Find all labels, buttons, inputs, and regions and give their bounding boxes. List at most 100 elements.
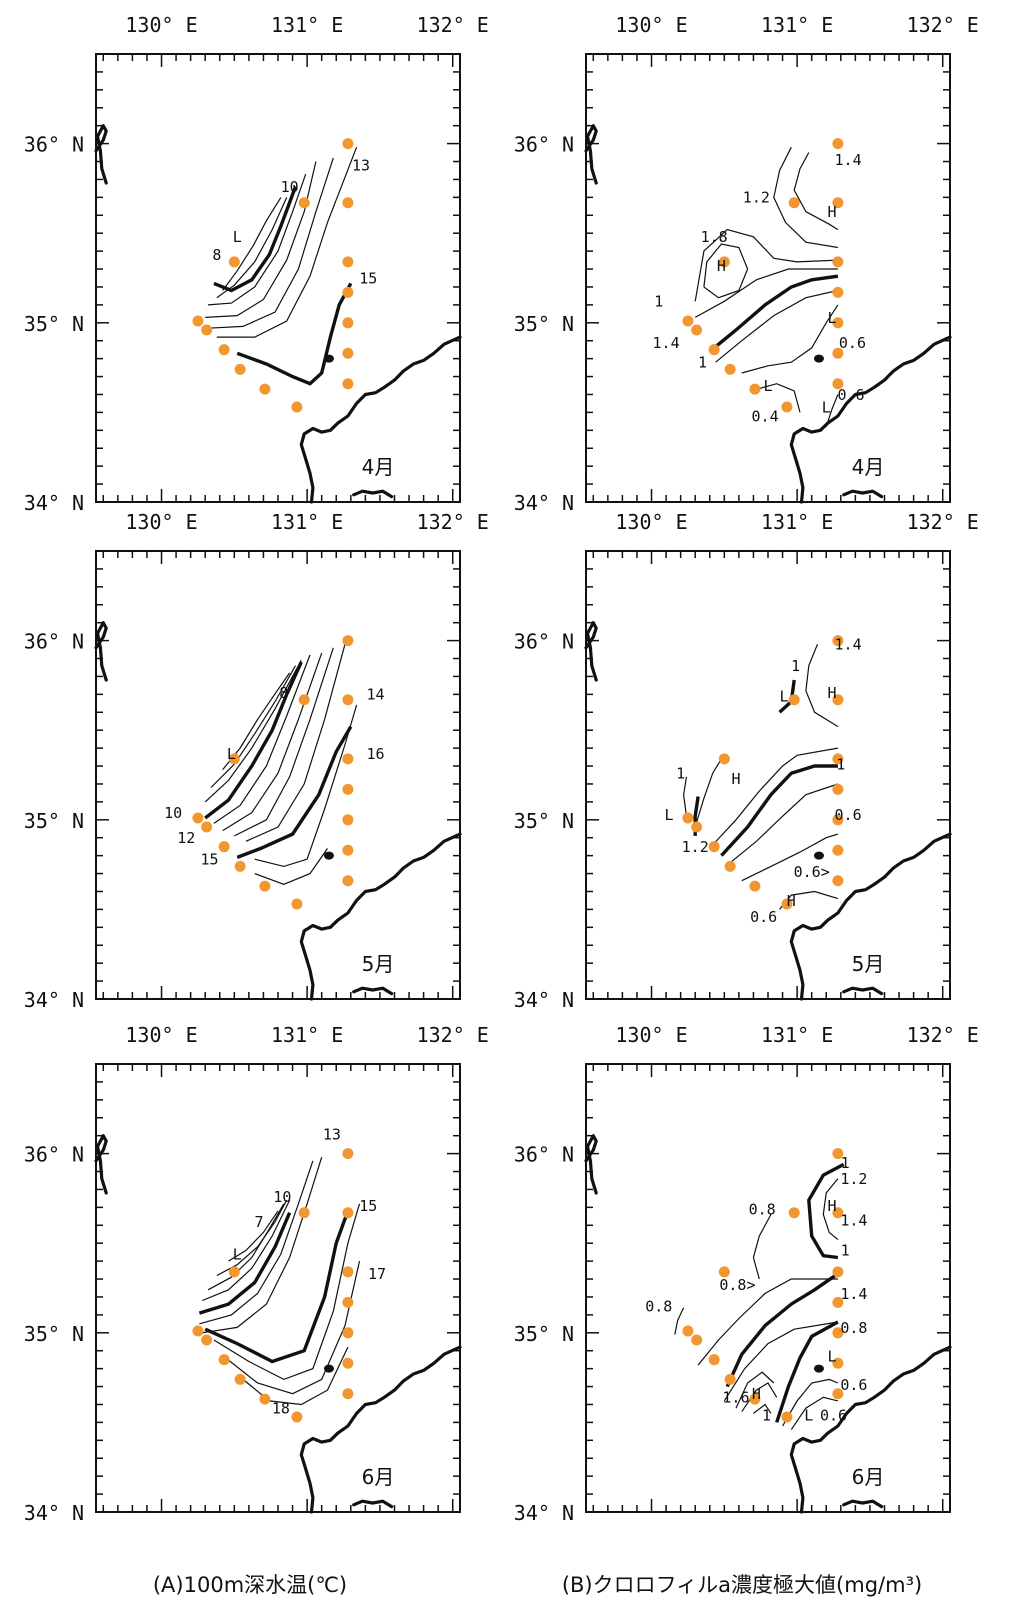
station-dot (781, 1411, 793, 1423)
station-dot (291, 401, 303, 413)
contour-label: 1.6 (722, 1389, 749, 1407)
caption-A: (A)100m深水温(℃) (153, 1573, 347, 1597)
contour-label: 8 (279, 684, 288, 702)
station-dot (342, 814, 354, 826)
lon-label: 131° E (761, 1023, 833, 1047)
lat-label: 36° N (514, 630, 574, 654)
station-dot (259, 880, 271, 892)
lat-label: 36° N (24, 1143, 84, 1167)
contour-label: 17 (368, 1265, 386, 1283)
map-panel-B-6: 11.20.8 H1.410.8> 1.40.80.8L0.61.6 H1 L 0.66月… (514, 1023, 979, 1525)
isoline (703, 243, 749, 299)
contour-label: 1.2 (840, 1170, 867, 1188)
month-label: 6月 (852, 1465, 885, 1489)
isoline (735, 1371, 775, 1409)
station-dot (298, 694, 310, 706)
station-dot (788, 694, 800, 706)
isoline (204, 661, 303, 820)
station-dot (832, 1388, 844, 1400)
isoline (741, 1382, 778, 1412)
isoline (208, 157, 334, 329)
lat-label: 36° N (24, 630, 84, 654)
contour-label: 0.8 (749, 1201, 776, 1219)
lon-label: 130° E (125, 510, 197, 534)
station-dot (708, 1354, 720, 1366)
station-dot (259, 1393, 271, 1405)
isoline (773, 146, 838, 249)
contour-label: 15 (359, 1197, 377, 1215)
month-label: 4月 (362, 455, 395, 479)
station-dot (718, 256, 730, 268)
contour-label: 1.4 (653, 334, 680, 352)
lon-label: 130° E (615, 13, 687, 37)
contour-label: 0.6 (820, 1407, 847, 1425)
station-dot (342, 1357, 354, 1369)
station-dot (228, 753, 240, 765)
contour-label: 1 (791, 657, 800, 675)
station-dot (832, 783, 844, 795)
isoline (674, 1307, 685, 1335)
station-dot (234, 1373, 246, 1385)
station-dot (342, 694, 354, 706)
station-dot (342, 347, 354, 359)
contour-label: 1.4 (840, 1211, 867, 1229)
contour-label: 0.6> (794, 863, 830, 881)
month-label: 4月 (852, 455, 885, 479)
station-dot (342, 783, 354, 795)
station-dot (342, 317, 354, 329)
lon-label: 131° E (761, 510, 833, 534)
station-dot (342, 1148, 354, 1160)
station-dot (832, 844, 844, 856)
station-dot (832, 753, 844, 765)
lon-label: 130° E (615, 510, 687, 534)
lon-label: 131° E (761, 13, 833, 37)
map-frame (95, 1063, 461, 1513)
coastline-south (352, 986, 394, 996)
contour-label: 1.2 (743, 189, 770, 207)
contour-label: H (828, 684, 837, 702)
isoline (708, 274, 839, 353)
frame-ticks (96, 1064, 460, 1512)
station-dot (342, 197, 354, 209)
lat-label: 35° N (24, 1322, 84, 1346)
station-dot (342, 1207, 354, 1219)
contour-label: H (752, 1385, 761, 1403)
lat-label: 34° N (514, 1501, 574, 1525)
frame-ticks (96, 54, 460, 502)
isoline (234, 647, 334, 837)
station-dot (832, 814, 844, 826)
station-dot (298, 1207, 310, 1219)
isoline (741, 833, 839, 882)
contour-label: L (822, 398, 831, 416)
coastline-south (842, 489, 884, 499)
map-panel-A-6: 13 10 15 7L 17 18 6月 36° N 35° N 34° N 130° E 131° … (24, 1023, 489, 1525)
contour-label: 0.4 (752, 407, 779, 425)
coastline-south (352, 1499, 394, 1509)
contour-label: 14 (367, 686, 385, 704)
isoline (213, 1203, 361, 1381)
station-dot (291, 1411, 303, 1423)
isoline (753, 1403, 772, 1414)
coastline-south (352, 489, 394, 499)
isoline (822, 1178, 839, 1241)
coastline-west (94, 1134, 108, 1195)
isoline (225, 1260, 361, 1395)
coastline (789, 1345, 952, 1514)
lat-label: 34° N (24, 491, 84, 515)
map-frame (95, 53, 461, 503)
station-dot (218, 344, 230, 356)
isoline (752, 1214, 772, 1280)
month-label: 6月 (362, 1465, 395, 1489)
station-dot (342, 875, 354, 887)
station-dot (291, 898, 303, 910)
caption-B: (B)クロロフィルa濃度極大値(mg/m³) (562, 1573, 922, 1597)
coastline-south (842, 1499, 884, 1509)
station-dot (832, 1148, 844, 1160)
coastline-west (584, 124, 598, 185)
lon-label: 132° E (907, 1023, 979, 1047)
contour-label: 15 (201, 851, 219, 869)
station-dot (724, 1373, 736, 1385)
station-dot (342, 286, 354, 298)
